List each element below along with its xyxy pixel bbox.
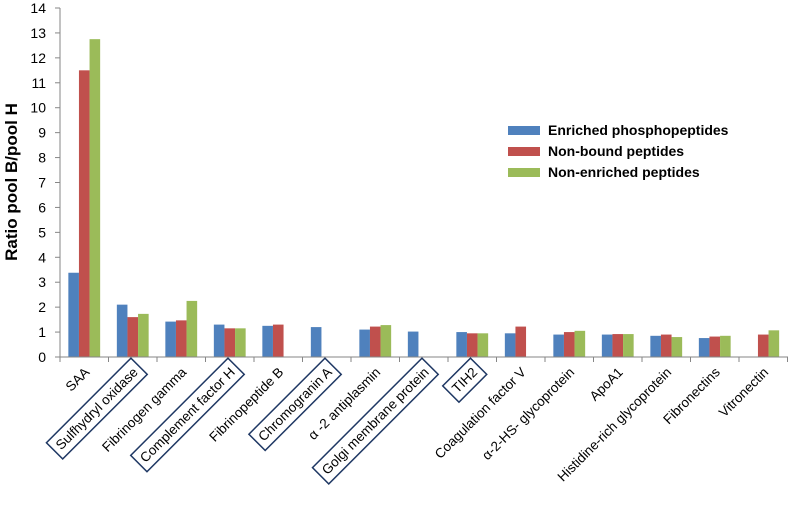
category-highlight-box	[441, 357, 488, 404]
y-tick-label: 12	[30, 50, 46, 66]
legend-swatch	[508, 126, 540, 135]
bar-enriched-phosphopeptides-tih2	[456, 332, 467, 357]
x-tick-label: ApoA1	[587, 365, 626, 404]
x-category-coagulation-factor-v: Coagulation factor V	[432, 365, 529, 462]
legend-swatch	[508, 147, 540, 156]
bars	[68, 39, 780, 358]
legend-label: Non-enriched peptides	[548, 164, 700, 180]
bar-non-bound-peptides-2-antiplasmin	[369, 326, 381, 357]
bar-non-enriched-peptides-tih2	[477, 333, 489, 357]
bar-non-enriched-peptides-complement-factor-h	[235, 328, 246, 357]
bar-non-bound-peptides-complement-factor-h	[224, 328, 236, 357]
bar-non-enriched-peptides-fibrinogen-gamma	[186, 300, 198, 357]
legend: Enriched phosphopeptides Non-bound peptid…	[508, 122, 729, 180]
y-tick-label: 13	[30, 25, 46, 41]
bar-non-bound-peptides-saa	[78, 70, 90, 358]
x-tick-label: Coagulation factor V	[432, 365, 529, 462]
x-category-chromogranin-a: Chromogranin A	[247, 357, 343, 452]
y-tick-label: 1	[38, 324, 46, 340]
y-tick-label: 4	[38, 249, 46, 265]
bar-enriched-phosphopeptides-2-hs-glycoprotein	[553, 334, 564, 357]
x-tick-label: α-2-HS- glycoprotein	[479, 365, 577, 463]
y-tick-label: 0	[38, 349, 46, 365]
x-category-2-hs-glycoprotein: α-2-HS- glycoprotein	[479, 365, 577, 463]
legend-label: Non-bound peptides	[548, 143, 684, 159]
bar-non-bound-peptides-sulfhydryl-oxidase	[127, 317, 139, 357]
y-tick-label: 14	[30, 0, 46, 16]
bar-non-bound-peptides-histidine-rich-glycoprotein	[660, 334, 672, 357]
bar-enriched-phosphopeptides-fibronectins	[698, 338, 710, 357]
bar-enriched-phosphopeptides-histidine-rich-glycoprotein	[650, 335, 661, 357]
y-tick-label: 2	[38, 299, 46, 315]
y-tick-label: 6	[38, 199, 46, 215]
x-tick-label: Sulfhydryl oxidase	[53, 365, 141, 453]
category-highlight-box	[45, 357, 149, 461]
bar-enriched-phosphopeptides-chromogranin-a	[310, 327, 322, 357]
bar-non-bound-peptides-apoa1	[612, 334, 624, 357]
category-highlight-box	[311, 357, 440, 485]
bar-enriched-phosphopeptides-sulfhydryl-oxidase	[116, 304, 128, 357]
legend-entry-non-enriched-peptides: Non-enriched peptides	[508, 164, 700, 180]
bar-non-enriched-peptides-apoa1	[623, 334, 634, 357]
category-highlight-box	[129, 357, 246, 473]
bar-non-enriched-peptides-vitronectin	[768, 330, 780, 357]
bar-non-bound-peptides-vitronectin	[757, 334, 769, 357]
legend-entry-non-bound-peptides: Non-bound peptides	[508, 143, 684, 159]
y-tick-label: 7	[38, 175, 46, 191]
bar-non-enriched-peptides-2-antiplasmin	[380, 325, 392, 357]
legend-label: Enriched phosphopeptides	[548, 122, 729, 138]
legend-swatch	[508, 168, 540, 177]
y-tick-label: 11	[31, 75, 46, 91]
y-tick-label: 8	[38, 150, 46, 166]
bar-enriched-phosphopeptides-saa	[68, 272, 79, 357]
x-tick-label: Vitronectin	[716, 365, 772, 421]
x-category-sulfhydryl-oxidase: Sulfhydryl oxidase	[45, 357, 149, 461]
bar-enriched-phosphopeptides-golgi-membrane-protein	[407, 331, 419, 357]
bar-non-bound-peptides-fibrinogen-gamma	[175, 320, 187, 357]
x-category-tih2: TIH2	[441, 357, 488, 404]
bar-non-bound-peptides-tih2	[466, 333, 478, 357]
x-category-saa: SAA	[63, 365, 93, 395]
bar-non-enriched-peptides-sulfhydryl-oxidase	[138, 313, 149, 357]
x-category-vitronectin: Vitronectin	[716, 365, 772, 421]
bar-enriched-phosphopeptides-coagulation-factor-v	[504, 333, 516, 357]
legend-entry-enriched-phosphopeptides: Enriched phosphopeptides	[508, 122, 729, 138]
category-highlight-box	[247, 357, 343, 452]
bar-non-bound-peptides-fibronectins	[709, 336, 721, 357]
bar-enriched-phosphopeptides-2-antiplasmin	[359, 329, 370, 357]
y-tick-label: 3	[38, 274, 46, 290]
bar-non-bound-peptides-fibrinopeptide-b	[272, 324, 284, 357]
bar-non-bound-peptides-coagulation-factor-v	[515, 326, 527, 357]
bar-non-enriched-peptides-saa	[89, 39, 101, 358]
bar-non-bound-peptides-2-hs-glycoprotein	[563, 332, 575, 357]
y-tick-label: 5	[38, 224, 46, 240]
x-tick-label: Complement factor H	[137, 365, 238, 466]
x-category-apoa1: ApoA1	[587, 365, 626, 404]
bar-enriched-phosphopeptides-apoa1	[601, 334, 613, 357]
bar-non-enriched-peptides-fibronectins	[720, 335, 731, 357]
x-tick-label: SAA	[63, 365, 93, 395]
y-axis-label: Ratio pool B/pool H	[2, 103, 21, 261]
x-tick-label: TIH2	[449, 365, 480, 396]
bar-non-enriched-peptides-histidine-rich-glycoprotein	[671, 337, 683, 357]
bar-enriched-phosphopeptides-complement-factor-h	[213, 324, 225, 357]
bar-enriched-phosphopeptides-fibrinogen-gamma	[165, 321, 176, 357]
y-tick-label: 10	[30, 100, 46, 116]
bar-enriched-phosphopeptides-fibrinopeptide-b	[262, 325, 273, 357]
bar-non-enriched-peptides-2-hs-glycoprotein	[574, 330, 586, 357]
y-tick-label: 9	[38, 125, 46, 141]
